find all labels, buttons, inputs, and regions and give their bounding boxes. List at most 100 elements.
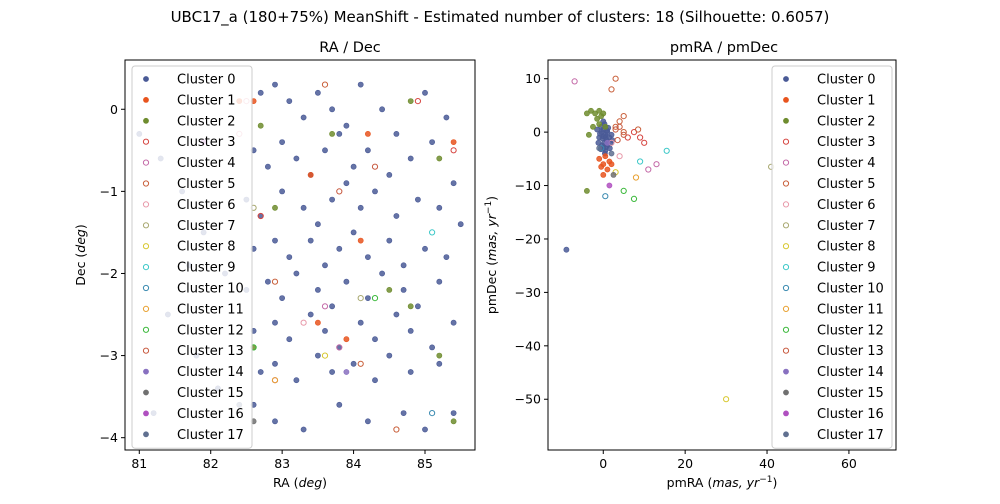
pmra-pmdec-legend-marker (783, 368, 789, 375)
ra-dec-point (271, 377, 279, 384)
ra-dec-point (272, 319, 278, 326)
pmra-pmdec-point (620, 187, 627, 194)
ra-dec-xtick-label: 83 (274, 456, 290, 471)
ra-dec-legend-entry: Cluster 10 (177, 282, 244, 297)
ra-dec-legend-entry: Cluster 16 (177, 407, 244, 422)
ra-dec-point (329, 130, 335, 137)
pmra-pmdec-point (612, 126, 619, 133)
ra-dec-legend-entry: Cluster 2 (177, 114, 236, 129)
ra-dec-point (379, 106, 385, 113)
ra-dec-legend-marker (143, 431, 149, 438)
ra-dec-point (386, 352, 393, 359)
ra-dec-point (364, 254, 371, 260)
ra-dec-point (386, 237, 393, 244)
pmra-pmdec-point (612, 75, 619, 82)
ra-dec-point (393, 213, 400, 219)
ra-dec-point (350, 360, 357, 367)
ra-dec-legend-entry: Cluster 3 (177, 135, 236, 150)
ra-dec-legend-entry: Cluster 1 (177, 93, 236, 108)
pmra-pmdec-legend-marker (783, 389, 789, 396)
ra-dec-point (343, 369, 350, 375)
ra-dec-point (322, 147, 328, 154)
ra-dec-legend-entry: Cluster 6 (177, 198, 236, 213)
pmra-pmdec-legend-entry: Cluster 7 (817, 219, 876, 234)
ra-dec-point (314, 352, 321, 359)
pmra-pmdec-point (630, 195, 638, 202)
ra-dec-point (364, 130, 371, 137)
pmra-pmdec-point (604, 139, 611, 146)
ra-dec-point (272, 360, 278, 367)
pmra-pmdec-point (600, 118, 607, 125)
pmra-pmdec-point (616, 153, 623, 160)
ra-dec-point (393, 311, 400, 318)
pmra-pmdec-legend-entry: Cluster 8 (817, 240, 876, 255)
ra-dec-point (272, 418, 278, 425)
ra-dec-point (300, 114, 307, 121)
ra-dec-point (407, 303, 414, 310)
ra-dec-point (300, 204, 307, 211)
ra-dec-point (357, 204, 364, 211)
ra-dec-point (336, 344, 343, 351)
ra-dec-point (386, 171, 393, 178)
pmra-pmdec-legend-entry: Cluster 15 (817, 386, 884, 401)
ra-dec-point (393, 130, 400, 137)
ra-dec-legend-entry: Cluster 15 (177, 386, 244, 401)
ra-dec-point (329, 196, 335, 203)
ra-dec-xlabel: RA (deg) (273, 475, 327, 490)
ra-dec-point (407, 155, 414, 162)
ra-dec-point (436, 204, 443, 211)
pmra-pmdec-axes-frame (547, 59, 897, 451)
ra-dec-legend-marker (143, 368, 149, 375)
ra-dec-point (414, 303, 421, 310)
ra-dec-point (257, 212, 264, 220)
ra-dec-legend-marker (142, 243, 150, 250)
ra-dec-ytick-label: −2 (100, 266, 118, 281)
ra-dec-point (329, 369, 335, 375)
ra-dec-point (321, 303, 329, 310)
ra-dec-point (429, 229, 436, 236)
pmra-pmdec-point (590, 123, 596, 130)
pmra-pmdec-ytick-label: −10 (515, 178, 541, 193)
pmra-pmdec-legend-marker (783, 410, 789, 417)
pmra-pmdec-point (598, 129, 605, 135)
pmra-pmdec-points (563, 75, 775, 403)
ra-dec-point (336, 130, 343, 137)
pmra-pmdec-point (645, 166, 652, 173)
pmra-pmdec-legend-entry: Cluster 16 (817, 407, 884, 422)
ra-dec-legend-marker (143, 410, 149, 417)
ra-dec-ylabel: Dec (deg) (73, 224, 88, 286)
pmra-pmdec-point (598, 113, 605, 119)
pmra-pmdec-point (610, 171, 617, 178)
ra-dec-point (350, 229, 357, 236)
ra-dec-point (364, 295, 371, 301)
pmra-pmdec-point (637, 134, 644, 141)
pmra-pmdec-legend-entry: Cluster 11 (817, 302, 884, 317)
pmra-pmdec-legend-entry: Cluster 1 (817, 93, 876, 108)
pmra-pmdec-point (637, 158, 644, 165)
ra-dec-legend-frame (131, 65, 253, 449)
pmra-pmdec-point (608, 86, 615, 93)
ra-dec-point (422, 89, 428, 96)
ra-dec-point (286, 98, 293, 104)
ra-dec-legend-entry: Cluster 7 (177, 219, 236, 234)
pmra-pmdec-point (592, 110, 598, 117)
pmra-pmdec-point (635, 126, 642, 133)
pmra-pmdec-point (641, 139, 648, 146)
pmra-pmdec-legend-entry: Cluster 9 (817, 261, 876, 276)
ra-dec-point (450, 147, 457, 154)
ra-dec-legend-entry: Cluster 0 (177, 73, 236, 88)
ra-dec-point (321, 81, 329, 88)
ra-dec-ytick-label: −4 (100, 430, 118, 445)
ra-dec-point (393, 426, 400, 433)
pmra-pmdec-point (594, 115, 600, 122)
pmra-pmdec-point (606, 182, 613, 189)
ra-dec-legend-entry: Cluster 17 (177, 428, 244, 443)
pmra-pmdec-point (596, 121, 603, 127)
ra-dec-legend-marker (142, 159, 150, 166)
pmra-pmdec-point (596, 107, 603, 114)
pmra-pmdec-legend-marker (783, 431, 789, 438)
ra-dec-axes-frame (124, 59, 476, 451)
ra-dec-point (371, 163, 379, 170)
ra-dec-point (443, 254, 450, 260)
